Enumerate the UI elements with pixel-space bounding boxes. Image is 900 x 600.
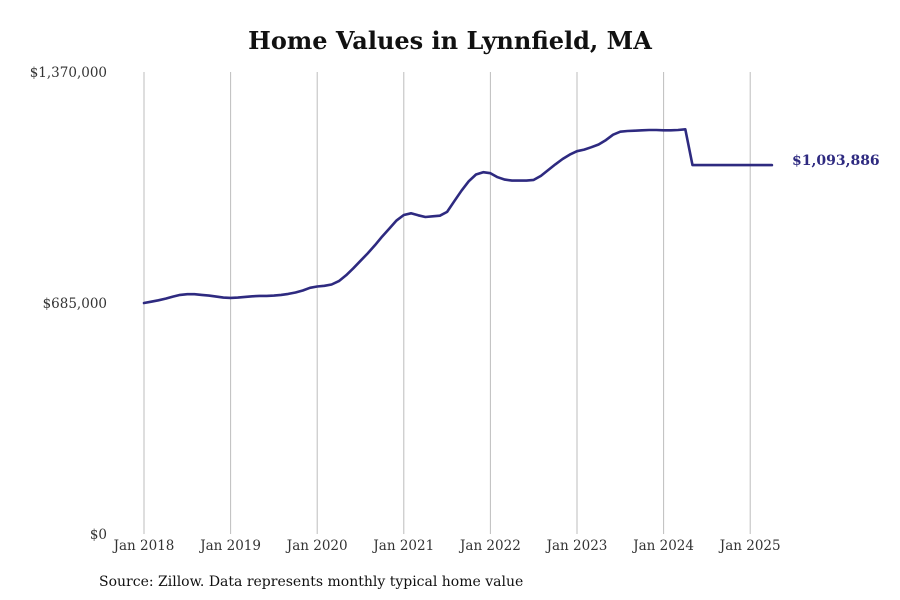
x-tick-label: Jan 2025 [718,538,781,554]
y-tick-label: $685,000 [43,296,107,312]
y-tick-label: $1,370,000 [30,65,107,81]
chart-title: Home Values in Lynnfield, MA [248,26,652,55]
series-line [142,128,774,305]
x-tick-label: Jan 2020 [285,538,348,554]
x-tick-label: Jan 2023 [545,538,608,554]
x-tick-label: Jan 2022 [458,538,521,554]
source-note: Source: Zillow. Data represents monthly … [99,574,524,590]
x-tick-label: Jan 2018 [112,538,175,554]
x-tick-label: Jan 2024 [631,538,694,554]
y-tick-label: $0 [90,527,107,543]
x-tick-label: Jan 2021 [371,538,434,554]
x-tick-label: Jan 2019 [198,538,261,554]
end-value-label: $1,093,886 [792,153,880,169]
